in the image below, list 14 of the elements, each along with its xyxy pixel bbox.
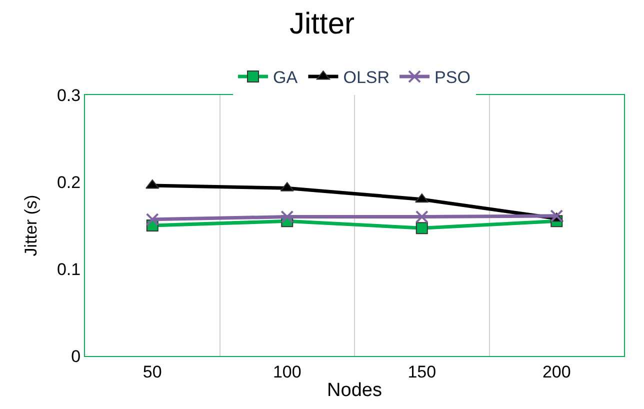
y-tick-label: 0.1 bbox=[56, 260, 81, 279]
legend-label: OLSR bbox=[343, 68, 390, 88]
y-tick-label: 0.2 bbox=[56, 172, 81, 192]
y-tick-label: 0.3 bbox=[56, 86, 81, 105]
y-axis-title: Jitter (s) bbox=[22, 194, 41, 256]
legend-label: GA bbox=[273, 68, 298, 88]
x-tick-label: 150 bbox=[408, 362, 436, 382]
legend-label: PSO bbox=[434, 68, 470, 88]
chart-title: Jitter bbox=[289, 7, 355, 40]
x-tick-label: 200 bbox=[542, 362, 571, 382]
x-tick-label: 50 bbox=[142, 362, 162, 382]
x-axis-title: Nodes bbox=[327, 380, 382, 402]
x-tick-label: 100 bbox=[272, 362, 302, 382]
y-tick-label: 0 bbox=[71, 346, 81, 366]
